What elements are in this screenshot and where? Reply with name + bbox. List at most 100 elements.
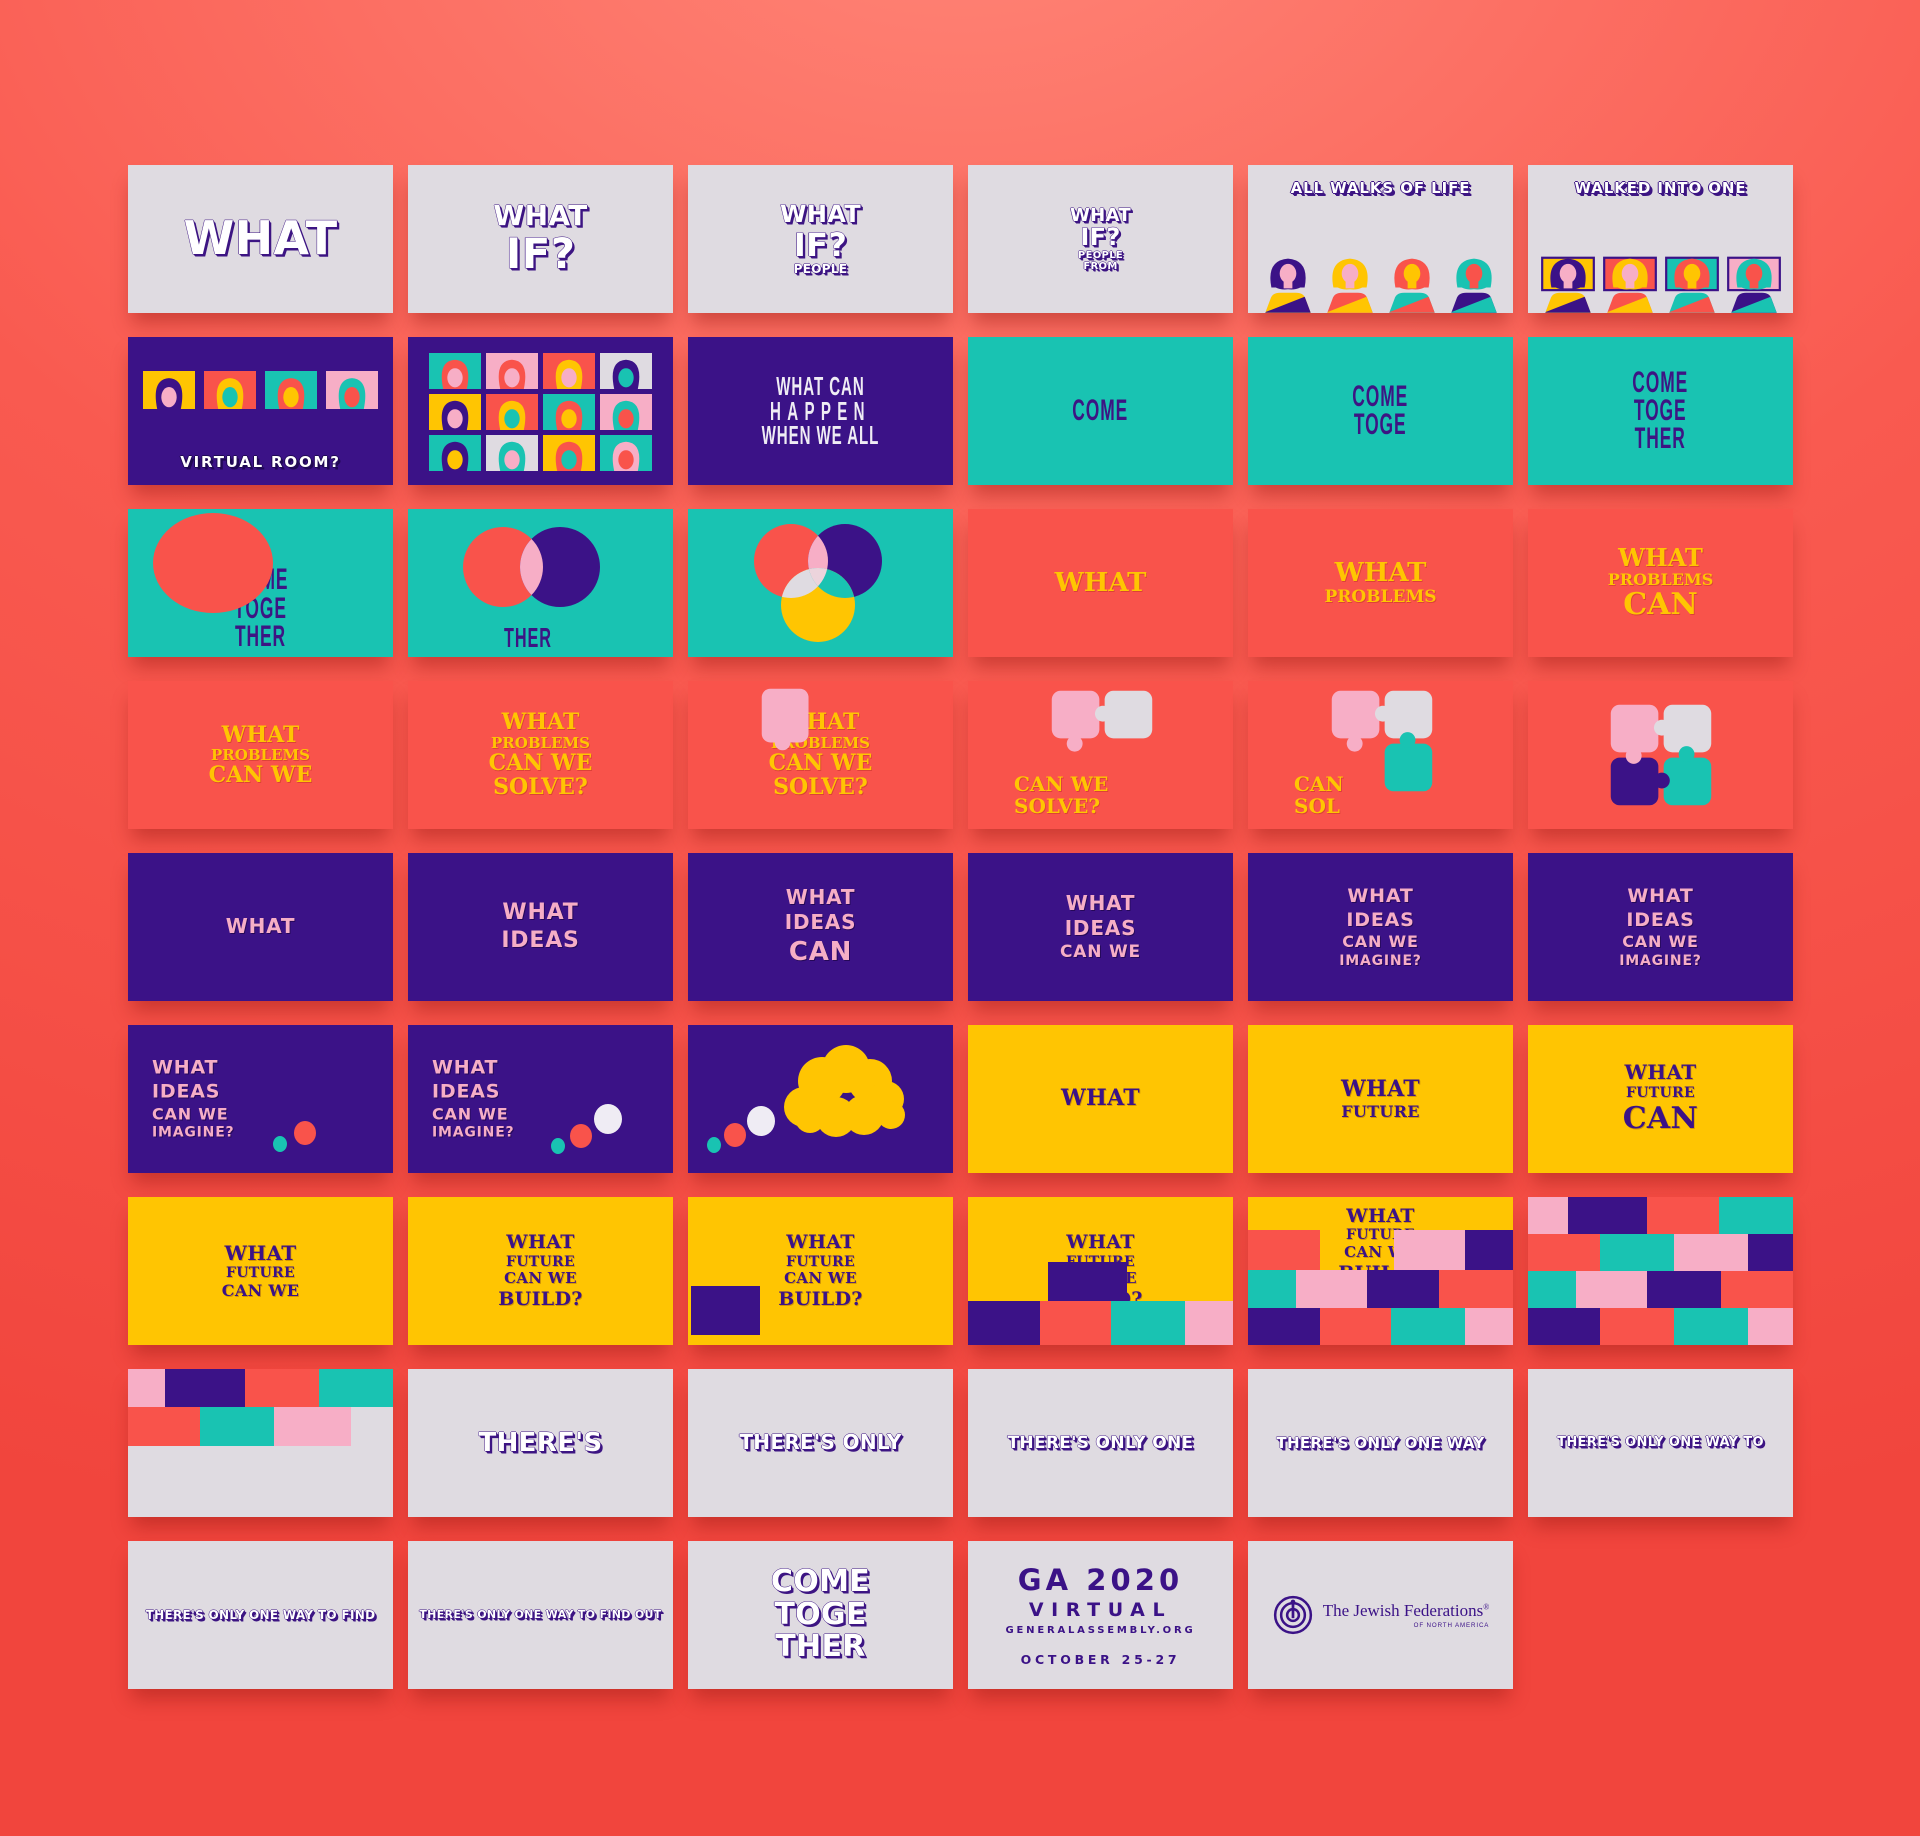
- person-icon: [1664, 256, 1719, 313]
- block-tile: [1465, 1308, 1513, 1345]
- card-text: THER: [458, 623, 597, 651]
- card-text-line: WHAT: [432, 1056, 499, 1079]
- card-text-line: WHAT: [1627, 884, 1694, 907]
- card-text-line: SOLVE?: [1014, 794, 1101, 818]
- frame-what-can-happen: WHAT CAN HAPPEN WHEN WE ALL: [688, 337, 953, 485]
- card-text-line: FUTURE: [1341, 1101, 1420, 1121]
- card-text-line: WHAT: [1346, 1205, 1415, 1227]
- frame-come-toge-ther: COME TOGE THER: [1528, 337, 1793, 485]
- person-icon: [1602, 256, 1657, 313]
- card-text: WHAT IDEAS CAN WE IMAGINE?: [1619, 884, 1701, 971]
- frame-blocks-dissolve: [128, 1369, 393, 1517]
- card-text-line: WHAT: [1054, 567, 1147, 598]
- card-text-line: WHAT: [1618, 542, 1703, 572]
- card-text-line: WHAT: [221, 721, 300, 748]
- card-text: WHAT IF?: [493, 199, 588, 279]
- block-tile: [199, 1407, 274, 1446]
- card-text: WHAT IF? PEOPLE: [780, 201, 861, 275]
- block-tile: [1575, 1271, 1648, 1310]
- frame-build-blocks-4: [1528, 1197, 1793, 1345]
- card-text-line: IMAGINE?: [1339, 952, 1422, 969]
- frame-theres-only-one: THERE'S ONLY ONE: [968, 1369, 1233, 1517]
- card-text-line: PROBLEMS: [1607, 569, 1714, 589]
- face-tile-icon: [486, 394, 538, 430]
- thought-cloud-icon: [784, 1045, 905, 1137]
- block-tile: [1567, 1197, 1648, 1236]
- block-tile: [1528, 1197, 1568, 1236]
- card-text-line: IF?: [505, 229, 576, 279]
- card-text-line: THERE'S ONLY ONE: [1007, 1432, 1194, 1453]
- face-tile-icon: [486, 435, 538, 471]
- card-text-line: IMAGINE?: [152, 1124, 235, 1141]
- card-text-line: TOGE: [1634, 393, 1687, 427]
- card-text-line: COME: [1072, 393, 1129, 427]
- card-text: WHAT IDEAS CAN: [785, 885, 857, 969]
- card-text-line: CAN WE: [208, 762, 313, 789]
- thought-dot-icon: [747, 1106, 775, 1136]
- card-text-line: CAN WE: [432, 1104, 509, 1124]
- card-text-line: IDEAS: [152, 1080, 221, 1103]
- card-text-line: CAN WE: [1060, 941, 1141, 962]
- jewish-federations-logo: The Jewish Federations® OF NORTH AMERICA: [1272, 1594, 1489, 1636]
- frame-what-ideas-0: WHAT: [128, 853, 393, 1001]
- storyboard-grid: WHAT WHAT IF? WHAT IF? PEOPLE WHAT IF? PEOPLE FRO…: [128, 165, 1793, 1689]
- card-text: THERE'S ONLY ONE WAY: [1276, 1435, 1484, 1451]
- frame-solve-puzzle-4: [1528, 681, 1793, 829]
- card-text: WHAT: [184, 213, 338, 264]
- frame-come-together-venn2: THER: [408, 509, 673, 657]
- card-text-line: CAN WE: [1622, 932, 1699, 952]
- frame-thought-cloud: [688, 1025, 953, 1173]
- card-text: WHAT IDEAS CAN WE IMAGINE?: [152, 1056, 234, 1143]
- card-text: THERE'S ONLY ONE WAY TO FIND OUT: [419, 1609, 661, 1621]
- card-text: WHAT: [1061, 1085, 1140, 1112]
- frame-what-ideas-can: WHAT IDEAS CAN: [688, 853, 953, 1001]
- frame-what-future-0: WHAT: [968, 1025, 1233, 1173]
- frame-theres-only-one-way-to-find-out: THERE'S ONLY ONE WAY TO FIND OUT: [408, 1541, 673, 1689]
- menorah-emblem-icon: [1273, 1595, 1312, 1635]
- card-text-line: WHAT: [493, 199, 588, 233]
- block-tile: [690, 1285, 760, 1335]
- block-tile: [1185, 1300, 1233, 1345]
- frame-come-together-final: COME TOGE THER: [688, 1541, 953, 1689]
- card-text: WHAT IDEAS CAN WE: [1060, 891, 1141, 964]
- card-text-line: THER: [234, 619, 287, 653]
- block-tile: [1111, 1300, 1186, 1345]
- card-text-line: WHAT: [1340, 1075, 1420, 1102]
- card-text-line: THERE'S ONLY ONE WAY TO: [1557, 1434, 1764, 1450]
- card-text-line: HAPPEN: [770, 395, 871, 426]
- face-tile-icon: [486, 353, 538, 389]
- venn-three-circles-icon: [754, 524, 882, 642]
- card-text: THERE'S ONLY ONE WAY TO: [1557, 1434, 1764, 1450]
- card-text: WHAT IDEAS CAN WE IMAGINE?: [1339, 884, 1421, 971]
- frame-what-problems-can: WHAT PROBLEMS CAN: [1528, 509, 1793, 657]
- card-text-line: WHAT: [1624, 1060, 1697, 1085]
- people-row: [1528, 248, 1793, 313]
- face-grid: [408, 353, 673, 471]
- frame-what-if: WHAT IF?: [408, 165, 673, 313]
- card-text: WHAT IDEAS: [501, 899, 579, 955]
- card-text: WHAT PROBLEMS CAN WE SOLVE?: [489, 710, 593, 799]
- card-text-line: WHAT: [225, 914, 296, 939]
- card-text-line: PROBLEMS: [491, 733, 590, 752]
- face-tile-icon: [543, 394, 595, 430]
- card-text-line: WHEN WE ALL: [761, 420, 880, 451]
- card-text-line: CAN: [788, 936, 853, 967]
- card-text-line: COME: [770, 1564, 871, 1600]
- face-tile-icon: [326, 371, 378, 409]
- thought-dot-icon: [551, 1138, 565, 1154]
- person-icon: [1726, 256, 1781, 313]
- card-text-line: SOL: [1294, 794, 1340, 818]
- card-text-line: THERE'S ONLY: [739, 1430, 902, 1455]
- card-text-line: BUILD?: [498, 1288, 583, 1311]
- frame-what-future-build: WHAT FUTURE CAN WE BUILD?: [408, 1197, 673, 1345]
- face-tile-icon: [600, 435, 652, 471]
- card-text-line: THERE'S ONLY ONE WAY TO FIND OUT: [419, 1608, 662, 1622]
- block-tile: [165, 1369, 245, 1408]
- card-text-line: TOGE: [1354, 408, 1407, 441]
- card-text: WHAT FUTURE CAN: [1623, 1061, 1699, 1137]
- frame-come-together-venn3: [688, 509, 953, 657]
- frame-solve-puzzle-2: CAN WE SOLVE?: [968, 681, 1233, 829]
